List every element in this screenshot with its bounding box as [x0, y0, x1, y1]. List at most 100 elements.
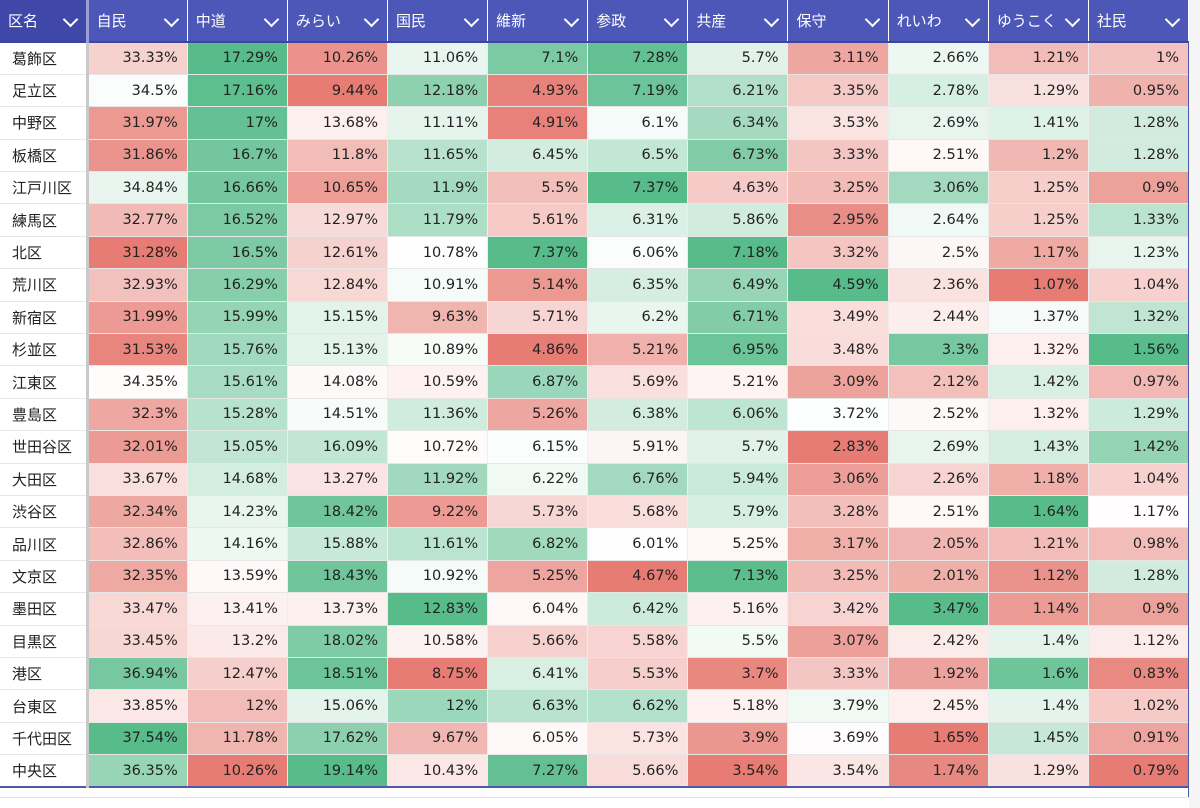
value-cell[interactable]: 2.36% [888, 268, 989, 302]
value-cell[interactable]: 7.18% [687, 236, 789, 270]
value-cell[interactable]: 1.14% [988, 592, 1089, 626]
value-cell[interactable]: 6.45% [487, 139, 589, 173]
value-cell[interactable]: 7.27% [487, 754, 589, 788]
value-cell[interactable]: 3.07% [787, 625, 889, 658]
value-cell[interactable]: 3.28% [787, 495, 889, 529]
value-cell[interactable]: 1.4% [988, 625, 1089, 658]
value-cell[interactable]: 6.38% [587, 398, 689, 432]
value-cell[interactable]: 6.76% [587, 463, 689, 496]
value-cell[interactable]: 7.37% [487, 236, 589, 270]
value-cell[interactable]: 5.61% [487, 203, 589, 237]
value-cell[interactable]: 6.31% [587, 203, 689, 237]
value-cell[interactable]: 2.95% [787, 203, 889, 237]
value-cell[interactable]: 6.62% [587, 689, 689, 723]
value-cell[interactable]: 33.67% [87, 463, 188, 496]
value-cell[interactable]: 3.11% [787, 42, 889, 75]
row-name-cell[interactable]: 江東区 [0, 365, 89, 399]
value-cell[interactable]: 16.09% [287, 430, 388, 464]
value-cell[interactable]: 11.79% [387, 203, 489, 237]
value-cell[interactable]: 8.75% [387, 657, 489, 691]
chevron-down-icon[interactable] [263, 11, 280, 27]
value-cell[interactable]: 7.28% [587, 42, 689, 75]
value-cell[interactable]: 13.2% [187, 625, 288, 658]
column-header-5[interactable]: 参政 [587, 0, 689, 43]
value-cell[interactable]: 5.73% [587, 722, 689, 756]
value-cell[interactable]: 13.41% [187, 592, 288, 626]
row-name-cell[interactable]: 中野区 [0, 106, 89, 140]
value-cell[interactable]: 10.58% [387, 625, 489, 658]
value-cell[interactable]: 1.29% [988, 74, 1089, 108]
value-cell[interactable]: 2.05% [888, 527, 989, 561]
value-cell[interactable]: 6.87% [487, 365, 589, 399]
value-cell[interactable]: 2.45% [888, 689, 989, 723]
value-cell[interactable]: 7.1% [487, 42, 589, 75]
value-cell[interactable]: 6.06% [687, 398, 789, 432]
chevron-down-icon[interactable] [62, 11, 78, 27]
value-cell[interactable]: 1.6% [988, 657, 1089, 691]
value-cell[interactable]: 1.41% [988, 106, 1089, 140]
value-cell[interactable]: 0.79% [1088, 754, 1190, 788]
value-cell[interactable]: 1.25% [988, 203, 1089, 237]
value-cell[interactable]: 15.06% [287, 689, 388, 723]
value-cell[interactable]: 3.25% [787, 560, 889, 594]
value-cell[interactable]: 18.02% [287, 625, 388, 658]
value-cell[interactable]: 15.15% [287, 301, 388, 335]
value-cell[interactable]: 1.43% [988, 430, 1089, 464]
row-name-cell[interactable]: 文京区 [0, 560, 89, 594]
value-cell[interactable]: 6.95% [687, 333, 789, 367]
chevron-down-icon[interactable] [864, 11, 880, 27]
value-cell[interactable]: 32.01% [87, 430, 188, 464]
value-cell[interactable]: 19.14% [287, 754, 388, 788]
chevron-down-icon[interactable] [964, 11, 981, 27]
value-cell[interactable]: 0.9% [1088, 592, 1190, 626]
value-cell[interactable]: 10.26% [287, 42, 388, 75]
value-cell[interactable]: 7.19% [587, 74, 689, 108]
value-cell[interactable]: 18.51% [287, 657, 388, 691]
value-cell[interactable]: 31.28% [87, 236, 188, 270]
chevron-down-icon[interactable] [463, 11, 480, 27]
value-cell[interactable]: 9.67% [387, 722, 489, 756]
value-cell[interactable]: 2.51% [888, 495, 989, 529]
value-cell[interactable]: 5.21% [687, 365, 789, 399]
value-cell[interactable]: 36.94% [87, 657, 188, 691]
value-cell[interactable]: 6.34% [687, 106, 789, 140]
value-cell[interactable]: 32.34% [87, 495, 188, 529]
column-header-name[interactable]: 区名 [0, 0, 89, 43]
value-cell[interactable]: 3.17% [787, 527, 889, 561]
value-cell[interactable]: 3.33% [787, 657, 889, 691]
chevron-down-icon[interactable] [363, 11, 380, 27]
value-cell[interactable]: 6.63% [487, 689, 589, 723]
value-cell[interactable]: 6.22% [487, 463, 589, 496]
value-cell[interactable]: 5.7% [687, 430, 789, 464]
value-cell[interactable]: 2.64% [888, 203, 989, 237]
value-cell[interactable]: 5.18% [687, 689, 789, 723]
value-cell[interactable]: 0.9% [1088, 171, 1190, 205]
value-cell[interactable]: 14.68% [187, 463, 288, 496]
value-cell[interactable]: 12.47% [187, 657, 288, 691]
value-cell[interactable]: 5.14% [487, 268, 589, 302]
value-cell[interactable]: 3.32% [787, 236, 889, 270]
value-cell[interactable]: 1% [1088, 42, 1190, 75]
value-cell[interactable]: 1.56% [1088, 333, 1190, 367]
value-cell[interactable]: 32.86% [87, 527, 188, 561]
value-cell[interactable]: 31.97% [87, 106, 188, 140]
value-cell[interactable]: 1.25% [988, 171, 1089, 205]
value-cell[interactable]: 7.13% [687, 560, 789, 594]
value-cell[interactable]: 1.42% [988, 365, 1089, 399]
value-cell[interactable]: 11.92% [387, 463, 489, 496]
value-cell[interactable]: 16.29% [187, 268, 288, 302]
value-cell[interactable]: 14.23% [187, 495, 288, 529]
value-cell[interactable]: 2.42% [888, 625, 989, 658]
value-cell[interactable]: 5.25% [487, 560, 589, 594]
value-cell[interactable]: 3.54% [787, 754, 889, 788]
column-header-1[interactable]: 中道 [187, 0, 288, 43]
value-cell[interactable]: 12.84% [287, 268, 388, 302]
value-cell[interactable]: 1.64% [988, 495, 1089, 529]
value-cell[interactable]: 5.94% [687, 463, 789, 496]
row-name-cell[interactable]: 大田区 [0, 463, 89, 496]
value-cell[interactable]: 5.71% [487, 301, 589, 335]
value-cell[interactable]: 1.02% [1088, 689, 1190, 723]
value-cell[interactable]: 5.16% [687, 592, 789, 626]
value-cell[interactable]: 11.61% [387, 527, 489, 561]
value-cell[interactable]: 1.45% [988, 722, 1089, 756]
